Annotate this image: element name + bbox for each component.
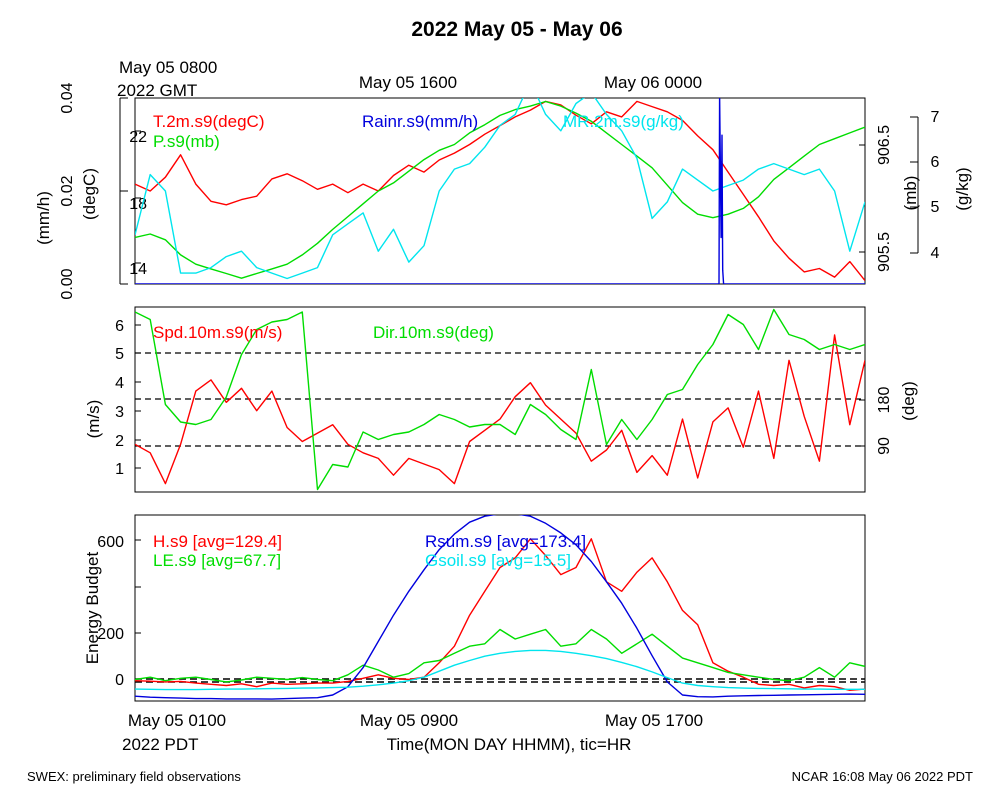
speed-tick-label: 3 — [115, 404, 124, 421]
direction-axis-label: (deg) — [899, 381, 918, 421]
speed-tick-label: 2 — [115, 433, 124, 450]
pressure-axis-label: (mb) — [901, 176, 920, 211]
speed-tick-label: 1 — [115, 461, 124, 478]
mr-tick-label: 5 — [931, 199, 940, 216]
rain-tick-label: 0.02 — [59, 175, 76, 206]
panel2-lines — [135, 308, 865, 491]
panel-energy-budget: 0 200 600 Energy Budget H.s9 [avg=129.4]… — [83, 514, 866, 702]
x-axis-label: Time(MON DAY HHMM), tic=HR — [387, 735, 632, 754]
speed-tick-label: 5 — [115, 346, 124, 363]
chart-title: 2022 May 05 - May 06 — [411, 18, 622, 41]
legend-sensible-heat: H.s9 [avg=129.4] — [153, 532, 282, 551]
speed-axis-label: (m/s) — [84, 400, 103, 439]
series-line-green — [135, 628, 865, 683]
pressure-tick-label: 906.5 — [876, 125, 893, 165]
series-line-cyan — [135, 649, 865, 691]
rain-tick-label: 0.04 — [59, 82, 76, 113]
legend-latent-heat: LE.s9 [avg=67.7] — [153, 551, 281, 570]
bottom-time-label: May 05 1700 — [605, 711, 703, 730]
top-time-label: May 05 1600 — [359, 73, 457, 92]
legend-pressure: P.s9(mb) — [153, 132, 220, 151]
mr-axis-label: (g/kg) — [953, 167, 972, 210]
gmt-date-label: May 05 0800 — [119, 58, 217, 77]
series-line-green — [135, 308, 865, 491]
pdt-year-label: 2022 PDT — [122, 735, 199, 754]
series-line-cyan — [135, 98, 865, 280]
legend-net-radiation: Rsum.s9 [avg=173.4] — [425, 532, 586, 551]
footer-right: NCAR 16:08 May 06 2022 PDT — [792, 769, 973, 784]
energy-axis-label: Energy Budget — [83, 551, 102, 664]
temp-tick-label: 22 — [129, 129, 147, 146]
speed-tick-label: 6 — [115, 318, 124, 335]
mr-tick-label: 4 — [931, 245, 940, 262]
plot-frame — [134, 514, 866, 702]
legend-temperature: T.2m.s9(degC) — [153, 112, 264, 131]
series-line-red — [135, 334, 865, 485]
series-line-blue — [135, 98, 865, 284]
bottom-time-label: May 05 0100 — [128, 711, 226, 730]
speed-tick-label: 4 — [115, 375, 124, 392]
pressure-tick-label: 905.5 — [876, 232, 893, 272]
panel-temperature-pressure: 0.00 0.02 0.04 (mm/h) (degC) 14 18 22 90… — [34, 82, 972, 299]
gmt-year-label: 2022 GMT — [117, 81, 197, 100]
bottom-time-label: May 05 0900 — [360, 711, 458, 730]
series-line-red — [135, 538, 865, 691]
legend-mixing-ratio: MR.2m.s9(g/kg) — [563, 112, 684, 131]
wind-reference-lines — [135, 352, 865, 447]
mr-tick-label: 6 — [931, 154, 940, 171]
rain-axis-label: (mm/h) — [34, 191, 53, 245]
energy-tick-label: 0 — [115, 672, 124, 689]
series-line-green — [135, 100, 865, 279]
panel3-lines — [135, 515, 865, 700]
legend-rain: Rainr.s9(mm/h) — [362, 112, 478, 131]
direction-tick-label: 90 — [876, 437, 893, 455]
energy-tick-label: 200 — [97, 626, 124, 643]
panel1-ticks — [119, 97, 919, 285]
panel1-lines — [135, 98, 865, 284]
direction-tick-label: 180 — [876, 387, 893, 414]
legend-soil-heat: Gsoil.s9 [avg=15.5] — [425, 551, 571, 570]
panel-wind: 1 2 3 4 5 6 (m/s) 90 180 (deg) Spd.10m.s… — [84, 306, 918, 493]
top-time-label: May 06 0000 — [604, 73, 702, 92]
panel3-ticks — [135, 539, 141, 680]
energy-reference-lines — [135, 678, 865, 683]
mr-tick-label: 7 — [931, 109, 940, 126]
energy-tick-label: 600 — [97, 534, 124, 551]
temp-tick-label: 14 — [129, 261, 147, 278]
legend-wind-speed: Spd.10m.s9(m/s) — [153, 323, 282, 342]
legend-wind-direction: Dir.10m.s9(deg) — [373, 323, 494, 342]
temp-tick-label: 18 — [129, 196, 147, 213]
rain-tick-label: 0.00 — [59, 268, 76, 299]
footer-left: SWEX: preliminary field observations — [27, 769, 241, 784]
temp-axis-label: (degC) — [80, 168, 99, 220]
series-line-blue — [135, 515, 865, 700]
